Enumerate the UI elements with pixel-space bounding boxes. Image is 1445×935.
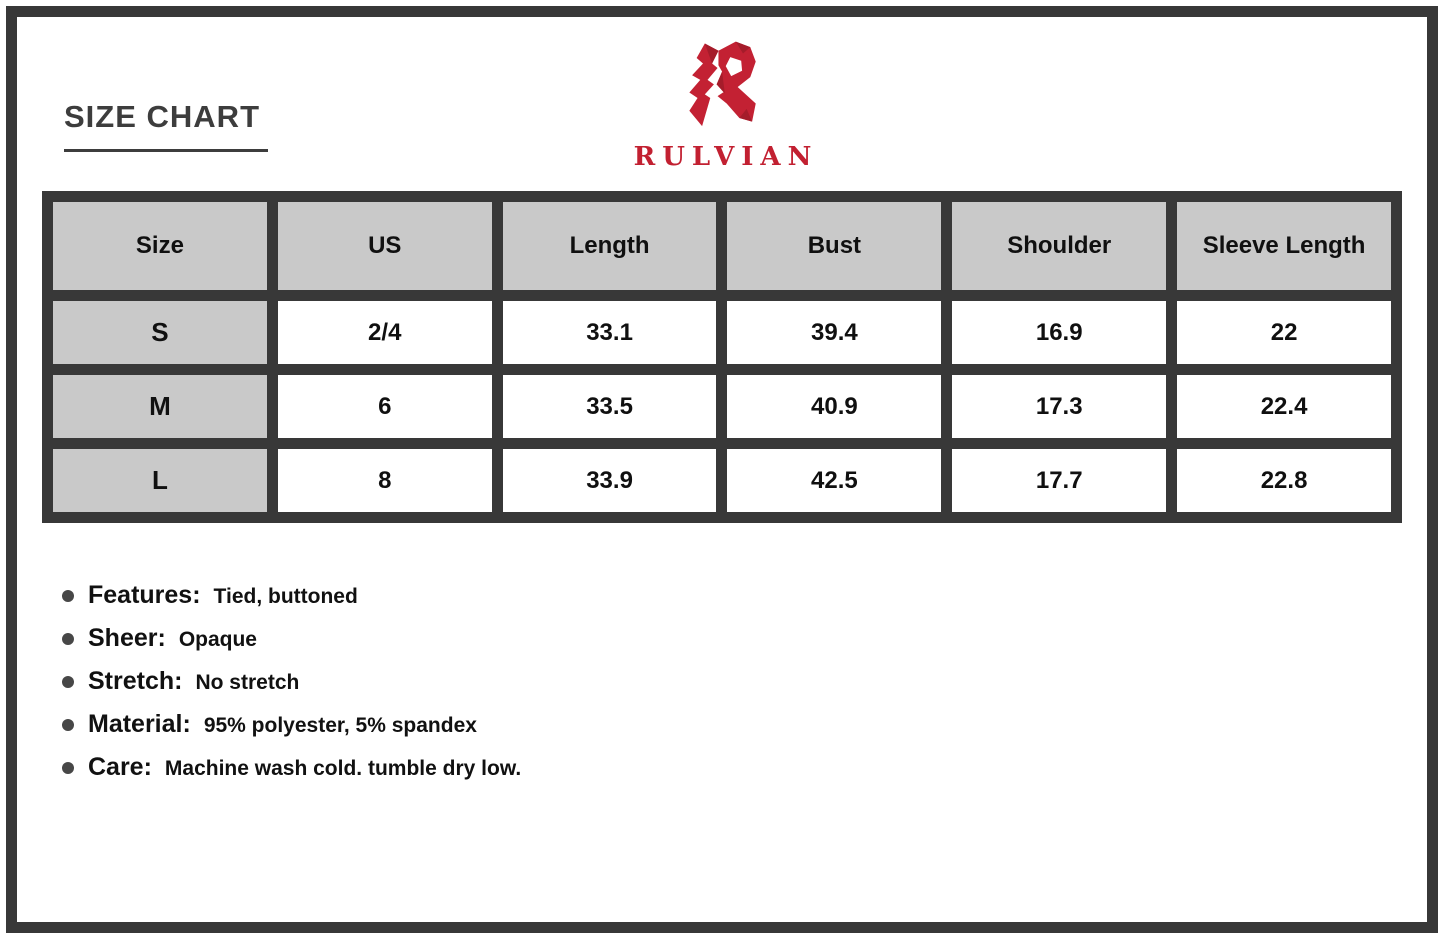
bullet-dot-icon xyxy=(62,633,74,645)
brand-block: RULVIAN xyxy=(0,38,1445,172)
table-cell: 42.5 xyxy=(716,438,953,523)
table-cell: 40.9 xyxy=(716,364,953,449)
size-label-cell: M xyxy=(42,364,278,449)
table-cell: 22.8 xyxy=(1166,438,1402,523)
detail-label: Care: xyxy=(88,753,152,781)
table-cell: 8 xyxy=(266,438,503,523)
table-cell: 6 xyxy=(266,364,503,449)
detail-value: Opaque xyxy=(178,628,257,651)
detail-value: 95% polyester, 5% spandex xyxy=(203,714,477,737)
list-item-care: Care: Machine wash cold. tumble dry low. xyxy=(62,752,521,784)
size-label-cell: S xyxy=(42,290,278,375)
table-row-s: S 2/4 33.1 39.4 16.9 22 xyxy=(42,290,1402,375)
title-underline xyxy=(64,149,268,153)
column-header-size: Size xyxy=(42,191,278,301)
detail-label: Material: xyxy=(88,710,191,738)
table-cell: 17.7 xyxy=(941,438,1178,523)
bullet-dot-icon xyxy=(62,762,74,774)
table-cell: 39.4 xyxy=(716,290,953,375)
table-cell: 16.9 xyxy=(941,290,1178,375)
column-header-shoulder: Shoulder xyxy=(941,191,1178,301)
table-cell: 2/4 xyxy=(266,290,503,375)
detail-value: Tied, buttoned xyxy=(213,585,358,608)
table-cell: 22 xyxy=(1166,290,1402,375)
column-header-bust: Bust xyxy=(716,191,953,301)
list-item-sheer: Sheer: Opaque xyxy=(62,623,521,655)
list-item-stretch: Stretch: No stretch xyxy=(62,666,521,698)
brand-name: RULVIAN xyxy=(633,142,819,172)
bullet-dot-icon xyxy=(62,676,74,688)
size-label-cell: L xyxy=(42,438,278,523)
title-block: SIZE CHART xyxy=(64,99,268,153)
detail-label: Features: xyxy=(88,581,201,609)
table-cell: 33.9 xyxy=(491,438,728,523)
column-header-length: Length xyxy=(491,191,728,301)
bullet-dot-icon xyxy=(62,590,74,602)
table-cell: 22.4 xyxy=(1166,364,1402,449)
detail-value: Machine wash cold. tumble dry low. xyxy=(164,757,522,780)
bullet-dot-icon xyxy=(62,719,74,731)
list-item-material: Material: 95% polyester, 5% spandex xyxy=(62,709,521,741)
page-border-frame xyxy=(6,6,1438,933)
column-header-sleeve-length: Sleeve Length xyxy=(1166,191,1402,301)
product-details-list: Features: Tied, buttoned Sheer: Opaque S… xyxy=(62,580,521,795)
detail-label: Sheer: xyxy=(88,624,166,652)
table-row-m: M 6 33.5 40.9 17.3 22.4 xyxy=(42,364,1402,449)
list-item-features: Features: Tied, buttoned xyxy=(62,580,521,612)
table-header-row: Size US Length Bust Shoulder Sleeve Leng… xyxy=(42,191,1402,301)
table-row-l: L 8 33.9 42.5 17.7 22.8 xyxy=(42,438,1402,523)
column-header-us: US xyxy=(266,191,503,301)
table-cell: 17.3 xyxy=(941,364,1178,449)
page-title: SIZE CHART xyxy=(64,99,260,134)
size-table-header: Size US Length Bust Shoulder Sleeve Leng… xyxy=(42,191,1402,301)
size-table: Size US Length Bust Shoulder Sleeve Leng… xyxy=(42,191,1402,523)
rulvian-r-logo-icon xyxy=(688,41,756,127)
table-cell: 33.5 xyxy=(491,364,728,449)
detail-value: No stretch xyxy=(195,671,300,694)
table-cell: 33.1 xyxy=(491,290,728,375)
detail-label: Stretch: xyxy=(88,667,183,695)
